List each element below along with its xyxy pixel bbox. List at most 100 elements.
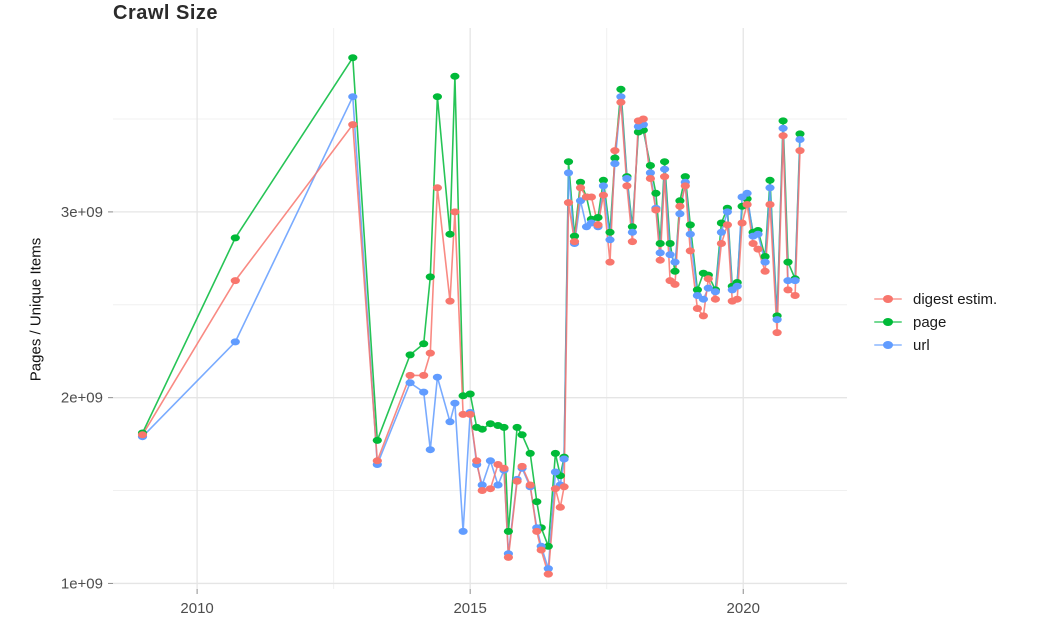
legend-dot-icon [883,295,893,303]
data-point [680,173,690,181]
data-point [732,295,742,303]
data-point [783,286,793,294]
data-point [593,221,603,229]
data-point [593,214,603,221]
data-point [598,176,609,184]
data-point [543,542,553,550]
data-point [586,193,597,201]
data-point [532,498,542,506]
data-point [598,182,609,190]
legend-label-page: page [913,313,947,331]
data-point [485,420,495,428]
data-point [550,468,561,476]
data-point [760,267,770,275]
grid-major [113,28,847,589]
data-point [477,425,487,433]
data-point [525,481,535,489]
data-point [778,117,788,125]
data-point [675,197,685,205]
data-point [137,431,148,439]
data-point [795,147,805,155]
data-point [445,297,455,305]
axis-ticks [108,211,744,594]
data-point [627,223,638,231]
data-point [563,199,574,207]
data-point [419,340,429,348]
data-point [627,228,638,236]
svg-text:2e+09: 2e+09 [61,390,103,407]
data-point [716,240,727,247]
data-point [605,258,615,266]
data-point [348,93,358,101]
svg-text:2015: 2015 [453,600,486,617]
data-point [616,85,626,93]
data-point [737,219,747,227]
data-point [616,93,626,101]
svg-text:1e+09: 1e+09 [61,575,103,592]
data-point [675,202,685,210]
data-point [685,247,695,255]
data-point [372,457,382,465]
y-tick-labels: 1e+09 2e+09 3e+09 [61,204,103,593]
data-point [645,175,656,182]
data-point [748,240,758,247]
data-point [543,570,553,578]
data-point [670,280,680,288]
data-point [772,316,782,324]
data-point [645,162,656,169]
data-point [778,124,788,132]
data-point [477,481,487,489]
data-point [660,158,670,166]
y-axis-title: Pages / Unique Items [27,237,45,382]
legend-dot-icon [883,318,893,326]
data-point [559,455,569,463]
data-point [660,165,670,173]
svg-text:2010: 2010 [180,600,213,617]
data-point [575,184,586,192]
data-point [765,184,775,192]
data-point [610,160,620,168]
data-point [543,565,553,573]
data-point [450,399,460,407]
data-point [627,238,638,246]
legend-item-page: page [874,313,997,331]
data-point [405,379,415,387]
data-point [722,221,733,229]
data-point [372,436,382,444]
data-point [450,208,460,216]
data-point [348,54,358,62]
series-line-digest-estim- [141,102,801,575]
data-point [783,258,793,266]
data-point [698,312,709,320]
data-point [563,158,574,166]
data-point [703,284,713,292]
data-point [772,329,782,337]
data-point [458,410,468,418]
data-point [655,249,665,257]
data-point [598,191,609,199]
data-point [655,256,665,264]
data-point [616,98,626,106]
legend-key-digest-estim [874,291,902,307]
data-point [651,189,661,197]
legend: digest estim. page url [874,291,997,354]
data-point [465,390,475,398]
legend-item-digest-estim: digest estim. [874,291,997,308]
data-point [765,201,775,208]
data-point [722,208,733,216]
data-point [605,236,615,244]
data-point [230,234,240,242]
data-point [795,136,805,143]
data-point [638,115,648,123]
data-point [532,527,542,535]
data-point [778,132,788,140]
data-point [499,464,509,472]
data-point [563,169,574,177]
data-point [485,485,495,493]
x-tick-labels: 2010 2015 2020 [180,600,760,617]
data-point [753,230,763,238]
data-point [665,251,675,259]
data-point [445,418,455,426]
data-point [790,292,800,299]
